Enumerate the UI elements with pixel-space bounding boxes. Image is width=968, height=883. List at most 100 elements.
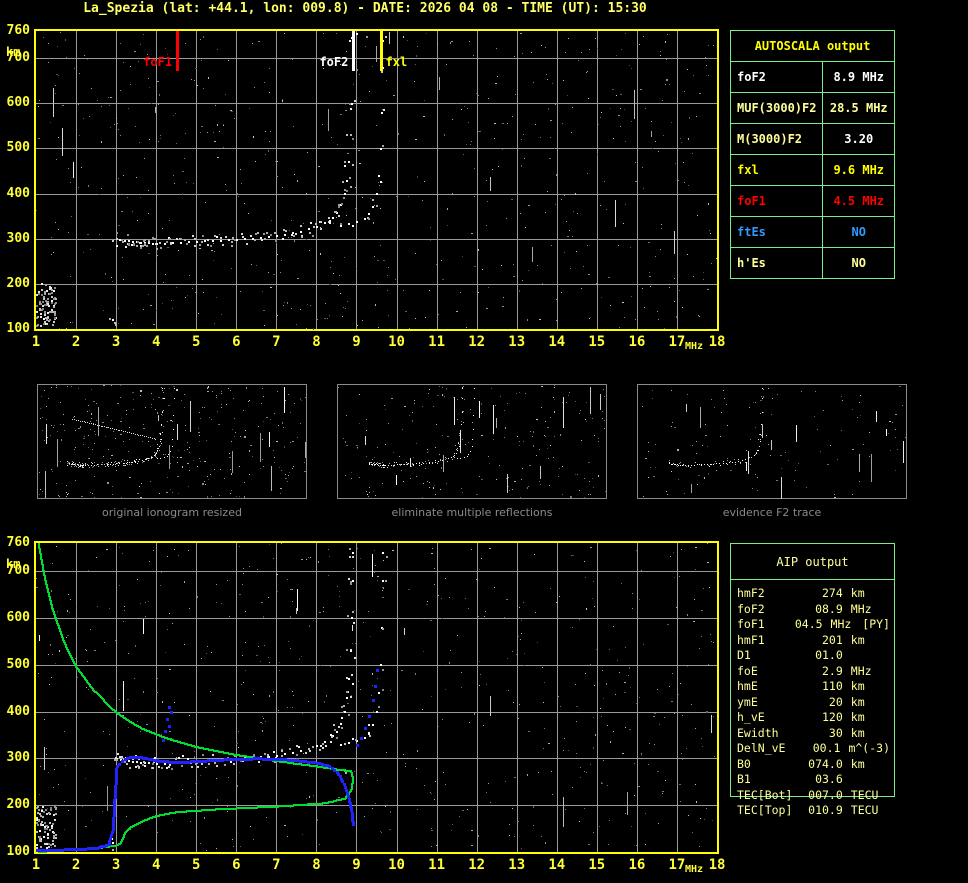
aip-row: D1 01.0 — [737, 648, 890, 664]
aip-row: hmF2 274 km — [737, 586, 890, 602]
aip-value-13: 007.0 — [808, 787, 843, 802]
aip-row: h_vE 120 km — [737, 710, 890, 726]
aip-value-14: 010.9 — [808, 803, 843, 817]
aip-key-8: h_vE — [737, 710, 765, 724]
aip-row: ymE 20 km — [737, 695, 890, 711]
x-tick: 11 — [428, 334, 445, 350]
y-tick: 400 — [6, 185, 30, 201]
x-tick: 11 — [428, 857, 445, 873]
ionogram-main-plot[interactable]: foF1 foF2 fxl — [34, 29, 719, 331]
x-tick: 14 — [548, 857, 566, 873]
y-tick: 100 — [6, 844, 30, 859]
aip-unit-5: MHz — [850, 663, 872, 678]
aip-value-0: 274 — [821, 586, 843, 600]
y-tick: 600 — [6, 609, 30, 625]
aip-unit-11: km — [850, 756, 865, 771]
y-tick: 300 — [6, 750, 30, 766]
y-tick: 700 — [6, 50, 30, 66]
autoscala-label-0: foF2 — [729, 61, 824, 93]
aip-value-4: 01.0 — [815, 648, 843, 662]
x-axis-unit-label: MHz — [684, 864, 704, 875]
y-tick: 200 — [6, 797, 30, 813]
aip-key-10: DelN_vE — [737, 741, 786, 755]
ionogram-profile-plot[interactable] — [34, 541, 719, 854]
x-tick: 2 — [71, 334, 81, 350]
x-tick: 9 — [352, 857, 361, 873]
x-tick: 17 — [668, 334, 686, 350]
aip-unit-0: km — [850, 586, 865, 600]
aip-value-12: 03.6 — [815, 772, 843, 786]
autoscala-header-row: AUTOSCALA output — [730, 30, 895, 62]
autoscala-header: AUTOSCALA output — [730, 30, 895, 62]
autoscala-value-6: NO — [822, 247, 895, 279]
autoscala-value-2: 3.20 — [822, 123, 895, 155]
aip-key-4: D1 — [737, 648, 751, 662]
aip-rows: hmF2 274 km foF2 08.9 MHz foF1 04.5 MHz [PY] hmF1 2… — [737, 586, 890, 819]
aip-value-3: 201 — [821, 632, 843, 647]
x-tick: 15 — [588, 334, 606, 350]
x-axis-unit-label: MHz — [684, 341, 704, 352]
aip-unit-6: km — [850, 679, 865, 693]
x-tick: 13 — [508, 857, 526, 873]
x-tick: 1 — [31, 857, 41, 873]
x-tick: 8 — [312, 334, 321, 350]
aip-row: hmE 110 km — [737, 679, 890, 695]
thumbnail-no-multiple-reflections-caption: eliminate multiple reflections — [391, 506, 553, 519]
aip-value-9: 30 — [828, 725, 843, 740]
x-tick: 14 — [548, 334, 566, 350]
autoscala-value-5: NO — [822, 216, 895, 248]
x-tick: 16 — [628, 857, 646, 873]
aip-value-10: 00.1 — [812, 741, 841, 755]
x-tick: 7 — [272, 857, 281, 873]
aip-key-11: B0 — [737, 756, 751, 771]
thumbnail-original[interactable] — [37, 384, 307, 499]
aip-key-6: hmE — [737, 679, 758, 693]
aip-unit-9: km — [850, 725, 865, 740]
aip-key-12: B1 — [737, 772, 751, 786]
aip-value-1: 08.9 — [815, 601, 843, 616]
aip-row: TEC[Top] 010.9 TECU — [737, 803, 890, 819]
y-tick: 200 — [6, 275, 30, 291]
autoscala-row: fxl 9.6 MHz — [729, 154, 895, 186]
x-tick: 5 — [192, 857, 201, 873]
x-tick: 8 — [312, 857, 321, 873]
aip-unit-4 — [851, 648, 890, 664]
marker-line-foF1[interactable] — [176, 31, 179, 71]
autoscala-value-0: 8.9 MHz — [822, 61, 895, 93]
x-tick: 12 — [468, 334, 486, 350]
aip-row: hmF1 201 km — [737, 633, 890, 649]
thumbnail-original-caption: original ionogram resized — [102, 506, 242, 519]
marker-label-fxl: fxl — [385, 55, 408, 69]
aip-note-2: [PY] — [862, 617, 890, 631]
aip-row: DelN_vE 00.1 m^(-3) — [737, 741, 890, 757]
x-tick: 3 — [111, 334, 121, 350]
aip-key-1: foF2 — [737, 601, 765, 616]
aip-unit-7: km — [850, 694, 865, 709]
x-tick: 4 — [151, 857, 161, 873]
x-tick: 9 — [352, 334, 361, 350]
aip-unit-1: MHz — [850, 601, 872, 616]
aip-row: foF1 04.5 MHz [PY] — [737, 617, 890, 633]
autoscala-table: AUTOSCALA output foF2 8.9 MHz MUF(3000)F2 28… — [729, 30, 895, 279]
aip-key-9: Ewidth — [737, 725, 779, 740]
aip-value-2: 04.5 — [794, 617, 823, 631]
marker-line-fxl[interactable] — [380, 31, 383, 71]
x-tick: 17 — [668, 857, 686, 873]
autoscala-label-6: h'Es — [729, 247, 824, 279]
aip-row: Ewidth 30 km — [737, 726, 890, 742]
aip-unit-12 — [851, 772, 890, 788]
aip-unit-2: MHz — [830, 617, 852, 631]
autoscala-value-1: 28.5 MHz — [822, 92, 895, 124]
marker-line-foF2[interactable] — [352, 31, 355, 71]
aip-value-5: 2.9 — [821, 663, 843, 678]
thumbnail-no-multiple-reflections[interactable] — [337, 384, 607, 499]
thumbnail-f2-trace-caption: evidence F2 trace — [722, 506, 822, 519]
x-tick: 13 — [508, 334, 526, 350]
autoscala-panel: AUTOSCALA output foF2 8.9 MHz MUF(3000)F2 28… — [729, 30, 895, 279]
aip-unit-10: m^(-3) — [848, 741, 890, 755]
aip-row: B1 03.6 — [737, 772, 890, 788]
aip-row: foE 2.9 MHz — [737, 664, 890, 680]
y-tick: 600 — [6, 95, 30, 111]
thumbnail-f2-trace[interactable] — [637, 384, 907, 499]
x-tick: 5 — [192, 334, 201, 350]
